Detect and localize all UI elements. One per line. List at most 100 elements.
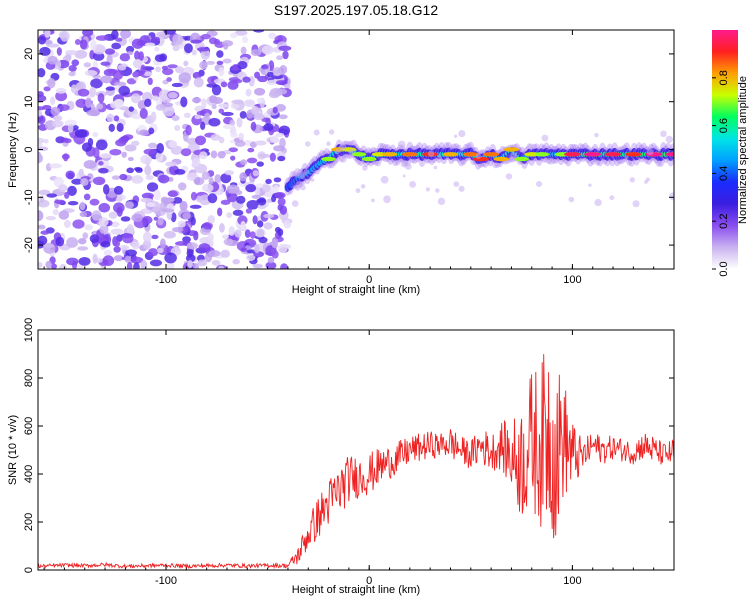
noise-blob — [191, 97, 202, 104]
noise-blob — [143, 71, 153, 77]
noise-blob — [164, 252, 177, 264]
noise-blob — [120, 135, 130, 142]
noise-blob — [153, 216, 159, 221]
noise-blob — [130, 93, 141, 104]
noise-blob — [56, 47, 62, 56]
spectrogram-marks — [38, 30, 674, 269]
noise-blob — [139, 129, 150, 136]
sparse-blob — [339, 143, 347, 151]
noise-blob — [75, 82, 84, 90]
noise-blob — [47, 78, 56, 89]
noise-blob — [89, 234, 100, 244]
ridge-peak — [564, 152, 581, 157]
snr-y-tick-label: 0 — [23, 567, 35, 573]
noise-blob — [179, 200, 188, 212]
noise-blob — [256, 161, 264, 167]
noise-blob — [106, 113, 115, 123]
sparse-blob — [304, 141, 311, 147]
noise-blob — [183, 112, 191, 119]
ridge-peak — [401, 152, 418, 157]
ridge-peak — [604, 152, 622, 157]
noise-blob — [132, 71, 140, 78]
noise-blob — [282, 50, 289, 60]
noise-blob — [111, 42, 122, 50]
noise-blob — [118, 85, 130, 96]
noise-blob — [92, 51, 105, 61]
sparse-blob — [453, 181, 460, 188]
sparse-blob — [669, 192, 674, 201]
noise-blob — [78, 168, 84, 177]
colorbar-tick-label: 0.0 — [718, 261, 730, 276]
noise-blob — [185, 124, 192, 136]
noise-blob — [40, 230, 50, 235]
snr-y-tick-label: 200 — [23, 513, 35, 531]
sparse-blob — [543, 157, 550, 163]
noise-blob — [144, 98, 152, 107]
noise-blob — [160, 196, 169, 204]
noise-blob — [196, 110, 207, 116]
noise-blob — [83, 193, 91, 201]
noise-blob — [120, 216, 131, 222]
noise-blob — [263, 213, 275, 219]
noise-blob — [271, 74, 284, 80]
noise-blob — [79, 39, 88, 50]
noise-blob — [113, 185, 124, 195]
noise-blob — [218, 108, 225, 114]
noise-blob — [143, 148, 157, 155]
snr-y-tick-label: 600 — [23, 417, 35, 435]
noise-blob — [278, 45, 292, 52]
noise-blob — [263, 123, 274, 131]
noise-blob — [119, 173, 128, 181]
noise-blob — [239, 172, 247, 182]
noise-blob — [65, 49, 78, 56]
noise-blob — [265, 261, 277, 269]
noise-blob — [162, 68, 174, 76]
spectrogram-x-tick-label: -100 — [155, 274, 177, 286]
noise-blob — [174, 124, 181, 131]
noise-blob — [59, 263, 67, 269]
noise-blob — [244, 229, 251, 238]
sparse-blob — [536, 180, 543, 187]
sparse-blob — [362, 165, 368, 171]
noise-blob — [172, 44, 180, 52]
noise-blob — [38, 106, 45, 111]
noise-blob — [147, 77, 153, 86]
noise-blob — [267, 256, 275, 264]
noise-blob — [63, 153, 69, 162]
noise-blob — [155, 103, 166, 111]
noise-blob — [234, 30, 248, 36]
sparse-blob — [460, 159, 466, 165]
sparse-blob — [303, 169, 310, 175]
sparse-blob — [313, 129, 320, 136]
noise-blob — [229, 32, 238, 39]
colorbar-tick-label: 0.4 — [718, 166, 730, 181]
noise-blob — [45, 260, 53, 269]
noise-blob — [204, 112, 210, 119]
noise-blob — [208, 249, 221, 257]
noise-blob — [172, 34, 184, 46]
sparse-blob — [435, 188, 440, 193]
noise-blob — [223, 238, 234, 246]
sparse-blob — [294, 174, 299, 178]
noise-blob — [274, 88, 288, 95]
snr-x-tick-label: -100 — [155, 575, 177, 587]
noise-blob — [117, 64, 127, 71]
noise-blob — [47, 43, 60, 48]
noise-blob — [95, 35, 109, 41]
noise-blob — [38, 235, 48, 246]
noise-blob — [156, 247, 164, 254]
sparse-blob — [383, 195, 391, 204]
noise-blob — [103, 249, 113, 256]
noise-blob — [38, 189, 51, 196]
noise-blob — [55, 236, 65, 247]
noise-blob — [90, 39, 97, 51]
snr-x-axis-label: Height of straight line (km) — [292, 584, 420, 596]
sparse-blob — [629, 177, 635, 183]
sparse-blob — [371, 198, 375, 203]
noise-blob — [109, 148, 122, 156]
noise-blob — [240, 46, 247, 55]
noise-blob — [242, 76, 251, 83]
noise-blob — [68, 65, 77, 72]
noise-blob — [254, 71, 261, 79]
noise-blob — [66, 237, 79, 248]
